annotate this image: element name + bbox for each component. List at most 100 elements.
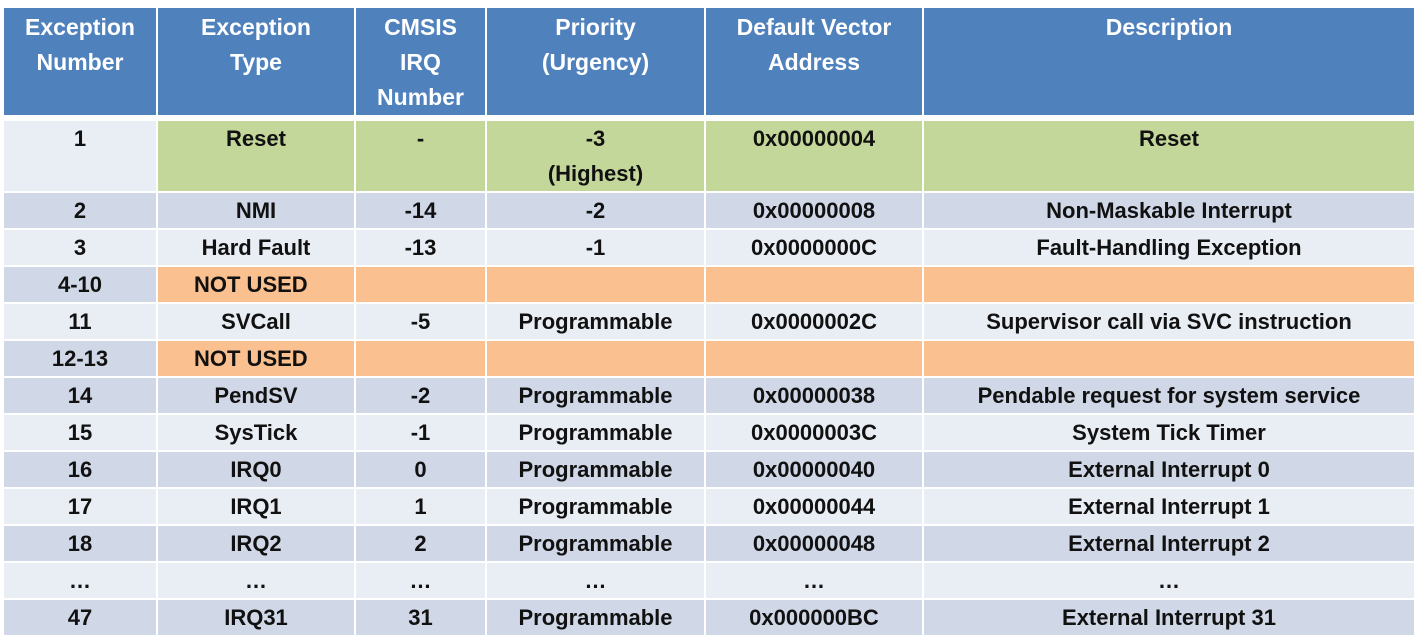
- exception-vector-table: Exception Number Exception Type CMSIS IR…: [2, 6, 1416, 637]
- irq-number-cell: [354, 265, 487, 304]
- priority-cell: Programmable: [485, 376, 706, 415]
- exception-type-cell: IRQ2: [156, 524, 356, 563]
- exception-type-cell: Reset: [156, 117, 356, 193]
- irq-number-cell: 31: [354, 598, 487, 637]
- vector-address-cell: 0x00000048: [704, 524, 924, 563]
- vector-address-cell: 0x0000000C: [704, 228, 924, 267]
- description-cell: External Interrupt 1: [922, 487, 1416, 526]
- table-row: 47 IRQ31 31 Programmable 0x000000BC Exte…: [2, 598, 1416, 637]
- header-priority: Priority (Urgency): [485, 6, 706, 121]
- table-row: 15 SysTick -1 Programmable 0x0000003C Sy…: [2, 413, 1416, 452]
- table-row: 11 SVCall -5 Programmable 0x0000002C Sup…: [2, 302, 1416, 341]
- priority-cell: [485, 265, 706, 304]
- exception-number-cell: 14: [2, 376, 158, 415]
- priority-cell: Programmable: [485, 302, 706, 341]
- table-row: 16 IRQ0 0 Programmable 0x00000040 Extern…: [2, 450, 1416, 489]
- description-cell: Non-Maskable Interrupt: [922, 191, 1416, 230]
- exception-type-cell: Hard Fault: [156, 228, 356, 267]
- exception-number-cell: 18: [2, 524, 158, 563]
- vector-address-cell: …: [704, 561, 924, 600]
- header-default-vector-address: Default Vector Address: [704, 6, 924, 121]
- vector-address-cell: [704, 265, 924, 304]
- irq-number-cell: 2: [354, 524, 487, 563]
- header-cmsis-irq-number: CMSIS IRQ Number: [354, 6, 487, 121]
- vector-address-cell: 0x0000002C: [704, 302, 924, 341]
- exception-type-cell: SysTick: [156, 413, 356, 452]
- irq-number-cell: -1: [354, 413, 487, 452]
- description-cell: Fault-Handling Exception: [922, 228, 1416, 267]
- description-cell: Reset: [922, 117, 1416, 193]
- table-row: 1 Reset - -3 (Highest) 0x00000004 Reset: [2, 117, 1416, 193]
- description-cell: System Tick Timer: [922, 413, 1416, 452]
- vector-address-cell: 0x00000008: [704, 191, 924, 230]
- exception-number-cell: 2: [2, 191, 158, 230]
- priority-cell: Programmable: [485, 524, 706, 563]
- exception-number-cell: 1: [2, 117, 158, 193]
- irq-number-cell: -: [354, 117, 487, 193]
- priority-cell: Programmable: [485, 450, 706, 489]
- description-cell: [922, 339, 1416, 378]
- irq-number-cell: -13: [354, 228, 487, 267]
- header-description: Description: [922, 6, 1416, 121]
- table-row: 4-10 NOT USED: [2, 265, 1416, 304]
- exception-type-cell: NOT USED: [156, 265, 356, 304]
- table-row: 18 IRQ2 2 Programmable 0x00000048 Extern…: [2, 524, 1416, 563]
- irq-number-cell: -14: [354, 191, 487, 230]
- description-cell: [922, 265, 1416, 304]
- irq-number-cell: [354, 339, 487, 378]
- exception-number-cell: …: [2, 561, 158, 600]
- table-row: 12-13 NOT USED: [2, 339, 1416, 378]
- priority-cell: Programmable: [485, 598, 706, 637]
- table-header-row: Exception Number Exception Type CMSIS IR…: [2, 6, 1416, 121]
- irq-number-cell: 1: [354, 487, 487, 526]
- exception-number-cell: 12-13: [2, 339, 158, 378]
- exception-number-cell: 17: [2, 487, 158, 526]
- vector-address-cell: 0x000000BC: [704, 598, 924, 637]
- exception-number-cell: 47: [2, 598, 158, 637]
- exception-number-cell: 16: [2, 450, 158, 489]
- exception-type-cell: …: [156, 561, 356, 600]
- table-row: 3 Hard Fault -13 -1 0x0000000C Fault-Han…: [2, 228, 1416, 267]
- description-cell: Pendable request for system service: [922, 376, 1416, 415]
- priority-cell: -3 (Highest): [485, 117, 706, 193]
- vector-address-cell: 0x0000003C: [704, 413, 924, 452]
- description-cell: External Interrupt 2: [922, 524, 1416, 563]
- table-row: 14 PendSV -2 Programmable 0x00000038 Pen…: [2, 376, 1416, 415]
- vector-address-cell: 0x00000004: [704, 117, 924, 193]
- vector-address-cell: 0x00000040: [704, 450, 924, 489]
- priority-cell: …: [485, 561, 706, 600]
- exception-number-cell: 4-10: [2, 265, 158, 304]
- priority-cell: -1: [485, 228, 706, 267]
- exception-type-cell: PendSV: [156, 376, 356, 415]
- exception-type-cell: IRQ1: [156, 487, 356, 526]
- header-exception-type: Exception Type: [156, 6, 356, 121]
- table-row: 2 NMI -14 -2 0x00000008 Non-Maskable Int…: [2, 191, 1416, 230]
- exception-table-container: Exception Number Exception Type CMSIS IR…: [2, 6, 1416, 637]
- exception-type-cell: IRQ0: [156, 450, 356, 489]
- header-exception-number: Exception Number: [2, 6, 158, 121]
- irq-number-cell: 0: [354, 450, 487, 489]
- vector-address-cell: 0x00000038: [704, 376, 924, 415]
- table-row: … … … … … …: [2, 561, 1416, 600]
- exception-type-cell: NMI: [156, 191, 356, 230]
- priority-cell: Programmable: [485, 487, 706, 526]
- irq-number-cell: -2: [354, 376, 487, 415]
- exception-type-cell: IRQ31: [156, 598, 356, 637]
- description-cell: External Interrupt 0: [922, 450, 1416, 489]
- exception-type-cell: SVCall: [156, 302, 356, 341]
- irq-number-cell: -5: [354, 302, 487, 341]
- irq-number-cell: …: [354, 561, 487, 600]
- description-cell: Supervisor call via SVC instruction: [922, 302, 1416, 341]
- priority-cell: -2: [485, 191, 706, 230]
- priority-cell: Programmable: [485, 413, 706, 452]
- exception-number-cell: 15: [2, 413, 158, 452]
- description-cell: …: [922, 561, 1416, 600]
- priority-cell: [485, 339, 706, 378]
- exception-number-cell: 3: [2, 228, 158, 267]
- exception-type-cell: NOT USED: [156, 339, 356, 378]
- vector-address-cell: [704, 339, 924, 378]
- vector-address-cell: 0x00000044: [704, 487, 924, 526]
- description-cell: External Interrupt 31: [922, 598, 1416, 637]
- exception-number-cell: 11: [2, 302, 158, 341]
- table-row: 17 IRQ1 1 Programmable 0x00000044 Extern…: [2, 487, 1416, 526]
